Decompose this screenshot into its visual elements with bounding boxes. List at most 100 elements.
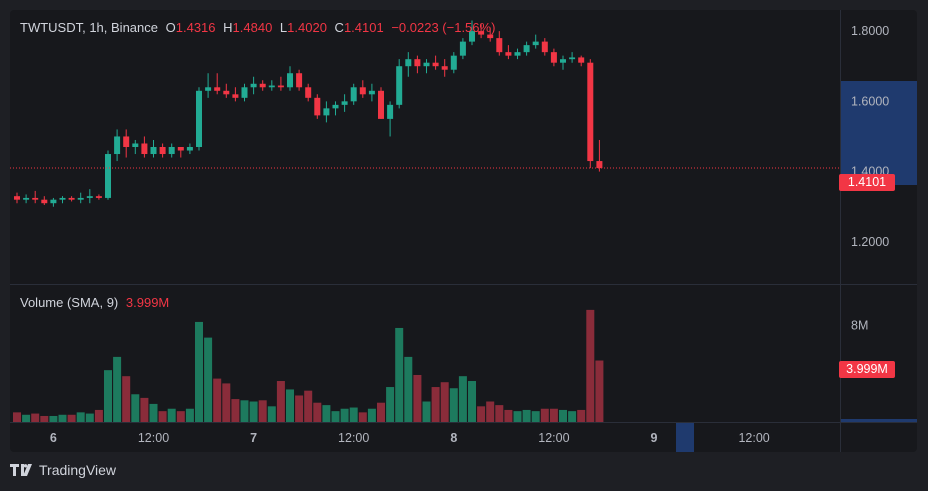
volume-bar [104,370,112,422]
candle-body [241,87,248,98]
candle-body [405,59,412,67]
volume-bar [458,376,467,422]
candle-body [323,108,330,116]
time-tick-label: 12:00 [138,431,169,445]
low-label: L [279,20,288,35]
volume-bar [549,408,558,422]
volume-tick-label: 8M [851,319,868,333]
time-tick-label: 12:00 [738,431,769,445]
volume-bar [113,356,122,422]
volume-legend: Volume (SMA, 9) 3.999M [20,295,169,310]
candle-body [41,199,48,204]
last-price-tag: 1.4101 [839,174,895,191]
volume-bar [477,406,486,422]
candle-body [387,104,394,119]
candle-body [569,57,576,60]
time-tick-label: 8 [450,431,457,445]
volume-label[interactable]: Volume (SMA, 9) [20,295,119,310]
volume-bar [367,408,376,422]
volume-bar [304,390,313,422]
volume-bar [276,381,285,422]
candle-body [560,59,566,63]
candle-body [141,143,148,155]
volume-bar [386,387,395,422]
low-value: 1.4020 [287,20,327,35]
change-value: −0.0223 (−1.56%) [391,20,496,35]
candle-body [532,41,539,46]
volume-bar [131,394,140,422]
time-tick-label: 7 [250,431,257,445]
candle-body [86,196,93,198]
candle-body [368,90,375,95]
volume-bar [22,414,31,422]
candle-body [14,196,20,200]
price-tick-label: 1.6000 [851,94,889,108]
candle-body [159,147,166,155]
candle-body [23,197,30,200]
volume-bar [422,401,431,422]
chart-frame[interactable]: 1.8000 1.6000 1.4000 1.2000 8M 6 12:00 7 12:00… [10,10,917,452]
price-tick-label: 1.2000 [851,235,889,249]
volume-bar [58,414,67,422]
candle-body [514,52,521,56]
volume-bar [231,399,240,422]
candle-body [296,73,303,88]
volume-bar [49,415,58,422]
candle-body [168,147,175,155]
volume-bar [85,413,94,422]
volume-bar [340,408,349,422]
high-label: H [223,20,233,35]
candle-body [77,197,84,200]
volume-bar [486,401,495,422]
candle-body [123,136,130,147]
volume-bar [586,309,595,422]
volume-bar [295,395,304,422]
volume-bar [31,413,40,422]
candle-body [259,83,266,88]
candle-body [523,45,530,53]
candle-body [305,87,312,98]
candle-body [487,34,494,39]
candle-body [596,161,603,169]
candle-body [132,143,139,147]
candle-body [469,31,475,42]
volume-bar [322,405,331,422]
volume-bar [431,387,440,422]
candle-body [423,62,430,67]
brand-footer[interactable]: TradingView [10,462,116,478]
volume-bar [140,397,149,422]
volume-bar [404,356,413,422]
candle-body [277,85,284,88]
candle-body [250,83,257,88]
candle-body [287,73,293,88]
candle-body [432,62,439,67]
volume-bar [331,411,340,422]
volume-bar [595,360,604,422]
volume-bar [67,414,76,422]
candle-body [105,154,111,198]
volume-highlight-band [841,419,917,422]
candle-body [332,104,339,109]
volume-bar [40,415,49,422]
volume-bar [522,409,531,422]
volume-bar [94,409,103,422]
volume-value: 3.999M [125,295,170,310]
symbol-name[interactable]: TWTUSDT, 1h, Binance [20,20,158,35]
volume-bar [240,400,249,422]
volume-bar [149,403,158,422]
volume-bar [195,321,203,422]
volume-bar [513,411,522,422]
volume-bar [286,389,294,422]
candle-body [459,41,466,56]
volume-bar [176,411,185,422]
candle-body [214,87,221,91]
candle-body [550,52,557,63]
candle-body [32,197,39,200]
candle-body [314,97,321,116]
price-tick-label: 1.8000 [851,24,889,38]
volume-bar [358,412,367,422]
volume-bar [559,409,567,422]
candle-body [177,147,184,151]
candle-body [68,197,75,200]
